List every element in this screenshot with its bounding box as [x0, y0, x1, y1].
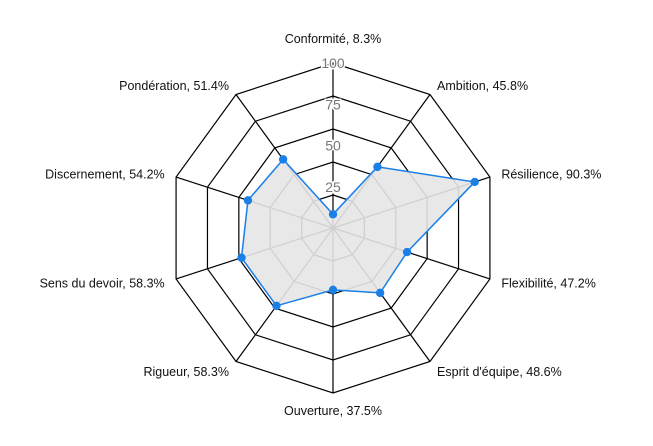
category-label: Sens du devoir, 58.3% [40, 277, 165, 291]
tick-label: 50 [325, 138, 341, 154]
radar-tick-labels: 25 50 75 100 [320, 54, 347, 197]
category-label: Pondération, 51.4% [119, 79, 229, 93]
category-label: Rigueur, 58.3% [143, 365, 228, 379]
data-point [272, 301, 281, 311]
radar-category-labels: Conformité, 8.3% Ambition, 45.8% Résilienc… [40, 32, 602, 418]
data-point [470, 177, 479, 187]
data-point [328, 210, 338, 219]
tick-label: 75 [325, 96, 341, 112]
radar-series [237, 155, 479, 311]
data-point [243, 196, 253, 205]
tick-label: 25 [325, 179, 341, 195]
category-label: Ouverture, 37.5% [284, 404, 382, 418]
category-label: Discernement, 54.2% [45, 167, 165, 181]
category-label: Flexibilité, 47.2% [501, 277, 596, 291]
tick-label: 100 [321, 55, 345, 71]
data-point [402, 247, 412, 257]
category-label: Résilience, 90.3% [501, 167, 601, 181]
category-label: Conformité, 8.3% [285, 32, 382, 46]
data-point [373, 162, 382, 172]
data-point [278, 155, 288, 164]
data-point [375, 288, 385, 298]
data-point [328, 285, 338, 295]
data-point [237, 253, 246, 262]
category-label: Esprit d'équipe, 48.6% [437, 365, 562, 379]
category-label: Ambition, 45.8% [437, 79, 528, 93]
series-area [240, 158, 477, 307]
